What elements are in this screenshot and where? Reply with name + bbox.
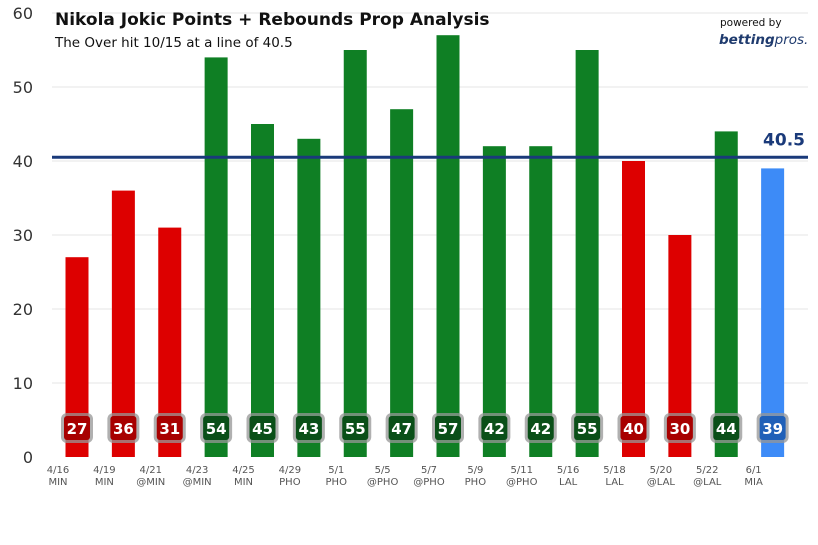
bar <box>204 57 228 458</box>
data-label-bg <box>110 416 137 440</box>
bar <box>111 190 135 457</box>
data-label-bg <box>666 416 693 440</box>
data-label-bg <box>574 416 601 440</box>
y-tick-label: 50 <box>13 78 33 97</box>
bar <box>714 131 738 457</box>
x-tick-opponent: LAL <box>559 477 578 488</box>
data-label-bg <box>342 416 369 440</box>
data-label: 36 <box>113 420 134 438</box>
data-label-bg <box>156 416 183 440</box>
data-label-bg <box>295 416 322 440</box>
y-tick-label: 60 <box>13 4 33 23</box>
y-tick-label: 0 <box>23 448 33 467</box>
bettingpros-logo[interactable]: bettingpros. <box>719 32 808 48</box>
data-label-bg <box>620 416 647 440</box>
bar <box>158 227 182 457</box>
x-tick-opponent: @PHO <box>367 477 399 488</box>
data-label: 31 <box>159 420 180 438</box>
x-tick-opponent: @PHO <box>506 477 538 488</box>
data-label-bg <box>481 416 508 440</box>
y-tick-label: 20 <box>13 300 33 319</box>
x-tick-opponent: MIN <box>48 477 67 488</box>
x-tick-opponent: MIA <box>744 477 763 488</box>
bar <box>622 161 645 457</box>
brand-part2: pros. <box>774 32 809 48</box>
x-tick-opponent: @LAL <box>647 477 676 488</box>
x-tick-date: 5/22 <box>696 465 718 476</box>
y-tick-label: 30 <box>13 226 33 245</box>
x-tick-date: 5/5 <box>375 465 391 476</box>
data-label: 45 <box>252 420 273 438</box>
x-tick-opponent: LAL <box>605 477 624 488</box>
data-label: 57 <box>438 420 459 438</box>
data-label: 30 <box>669 420 690 438</box>
x-tick-opponent: PHO <box>326 477 348 488</box>
x-tick-date: 4/25 <box>232 465 254 476</box>
x-tick-date: 5/18 <box>603 465 625 476</box>
bar <box>761 168 785 457</box>
x-tick-date: 5/7 <box>421 465 437 476</box>
x-tick-date: 4/23 <box>186 465 208 476</box>
x-tick-date: 4/29 <box>279 465 301 476</box>
x-tick-opponent: PHO <box>279 477 301 488</box>
x-tick-opponent: MIN <box>95 477 114 488</box>
x-tick-opponent: @PHO <box>413 477 445 488</box>
bar <box>390 109 414 457</box>
data-label: 39 <box>762 420 783 438</box>
x-tick-date: 5/9 <box>467 465 483 476</box>
data-label-bg <box>759 416 786 440</box>
data-label-bg <box>203 416 230 440</box>
bar <box>343 50 367 457</box>
x-tick-date: 4/16 <box>47 465 69 476</box>
bar <box>482 146 506 457</box>
data-label-bg <box>527 416 554 440</box>
data-label: 47 <box>391 420 412 438</box>
bar <box>575 50 599 457</box>
bar <box>436 35 460 457</box>
bar <box>297 138 321 458</box>
data-label: 55 <box>577 420 598 438</box>
data-label: 44 <box>716 420 737 438</box>
bar <box>668 235 692 457</box>
data-label: 42 <box>484 420 505 438</box>
prop-line-label: 40.5 <box>763 130 805 150</box>
powered-by-text: powered by <box>720 17 782 29</box>
x-tick-date: 6/1 <box>746 465 762 476</box>
data-label-bg <box>64 416 90 440</box>
x-tick-date: 5/11 <box>511 465 533 476</box>
chart-title: Nikola Jokic Points + Rebounds Prop Anal… <box>55 10 490 30</box>
chart-subtitle: The Over hit 10/15 at a line of 40.5 <box>55 35 293 51</box>
data-label: 42 <box>530 420 551 438</box>
data-label: 27 <box>67 420 88 438</box>
data-label: 54 <box>206 420 227 438</box>
x-tick-date: 5/1 <box>328 465 344 476</box>
data-label-bg <box>249 416 276 440</box>
x-tick-opponent: @MIN <box>183 477 212 488</box>
x-tick-date: 4/21 <box>140 465 162 476</box>
x-tick-date: 5/16 <box>557 465 579 476</box>
data-label-bg <box>388 416 415 440</box>
x-tick-opponent: MIN <box>234 477 253 488</box>
bar <box>529 146 553 457</box>
x-tick-opponent: PHO <box>465 477 487 488</box>
brand-part1: betting <box>719 32 775 48</box>
data-label-bg <box>435 416 461 440</box>
data-label: 43 <box>298 420 319 438</box>
data-label: 55 <box>345 420 366 438</box>
x-tick-date: 5/20 <box>650 465 672 476</box>
y-tick-label: 10 <box>13 374 33 393</box>
bar <box>65 257 89 457</box>
x-tick-date: 4/19 <box>93 465 115 476</box>
y-tick-label: 40 <box>13 152 33 171</box>
data-label-bg <box>713 416 740 440</box>
x-tick-opponent: @LAL <box>693 477 722 488</box>
data-label: 40 <box>623 420 644 438</box>
bar <box>251 124 274 457</box>
x-tick-opponent: @MIN <box>136 477 165 488</box>
